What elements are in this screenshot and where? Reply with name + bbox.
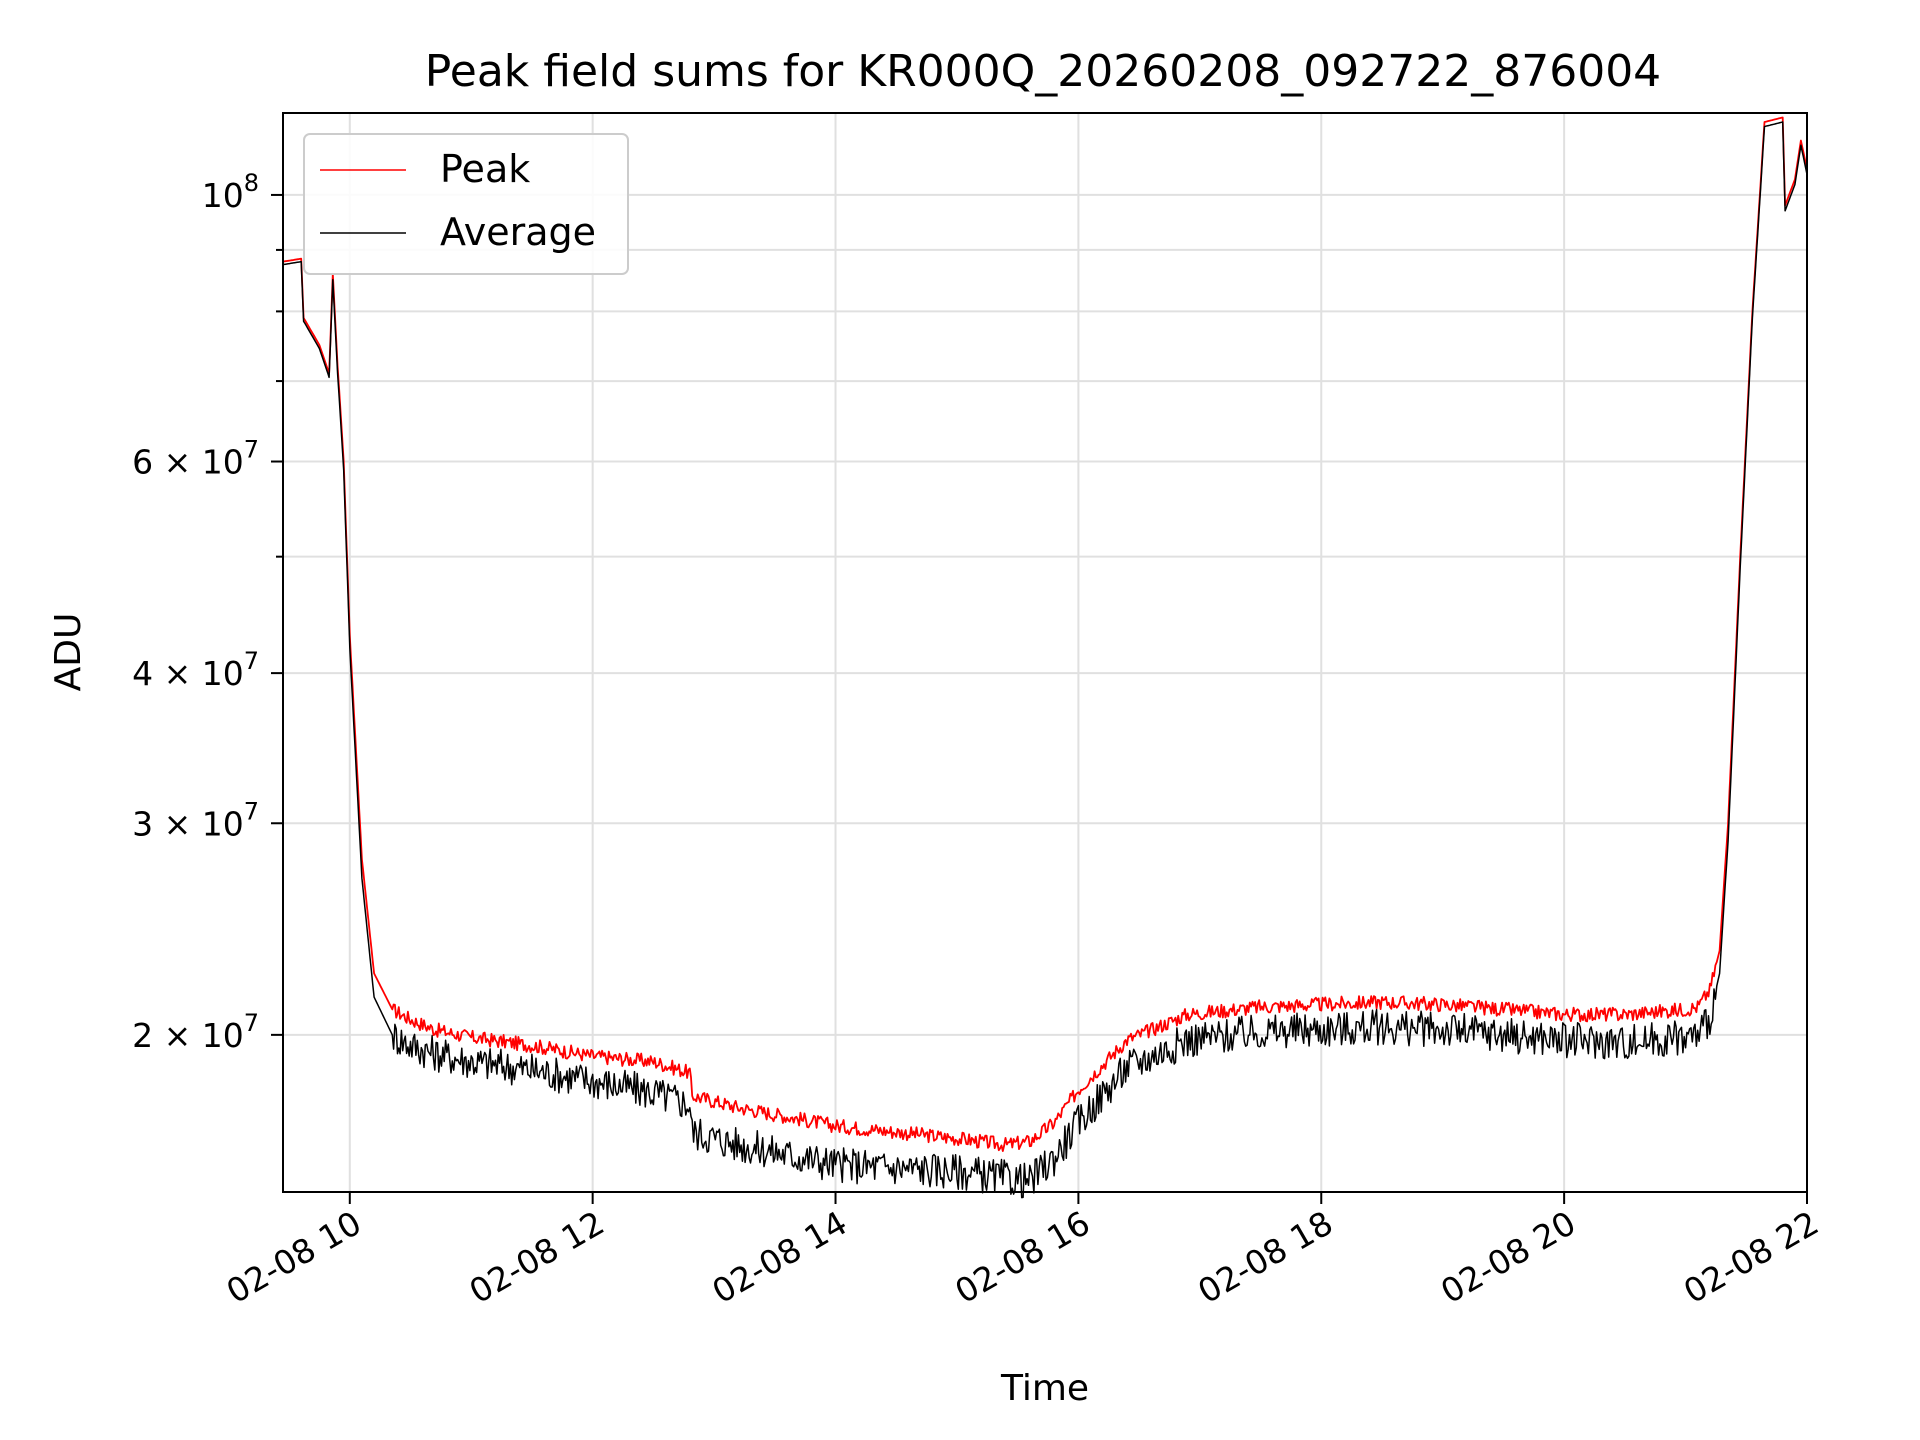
legend-peak-label: Peak bbox=[440, 147, 530, 191]
legend-average-label: Average bbox=[440, 210, 596, 254]
x-axis-label: Time bbox=[1000, 1368, 1089, 1409]
chart-title: Peak field sums for KR000Q_20260208_0927… bbox=[425, 46, 1661, 97]
legend-box bbox=[303, 133, 629, 275]
y-tick-label: 6 × 107 bbox=[132, 436, 259, 482]
series-layer bbox=[282, 116, 1808, 1199]
legend: Peak Average bbox=[303, 133, 629, 275]
peak-series-line bbox=[282, 116, 1808, 1152]
y-tick-label: 108 bbox=[202, 169, 259, 215]
y-tick-label: 3 × 107 bbox=[132, 797, 259, 843]
average-series-line bbox=[282, 121, 1808, 1199]
y-tick-label: 2 × 107 bbox=[132, 1009, 259, 1055]
y-tick-label: 4 × 107 bbox=[132, 647, 259, 693]
plot-frame bbox=[282, 112, 1808, 1193]
y-axis-label: ADU bbox=[48, 613, 89, 692]
